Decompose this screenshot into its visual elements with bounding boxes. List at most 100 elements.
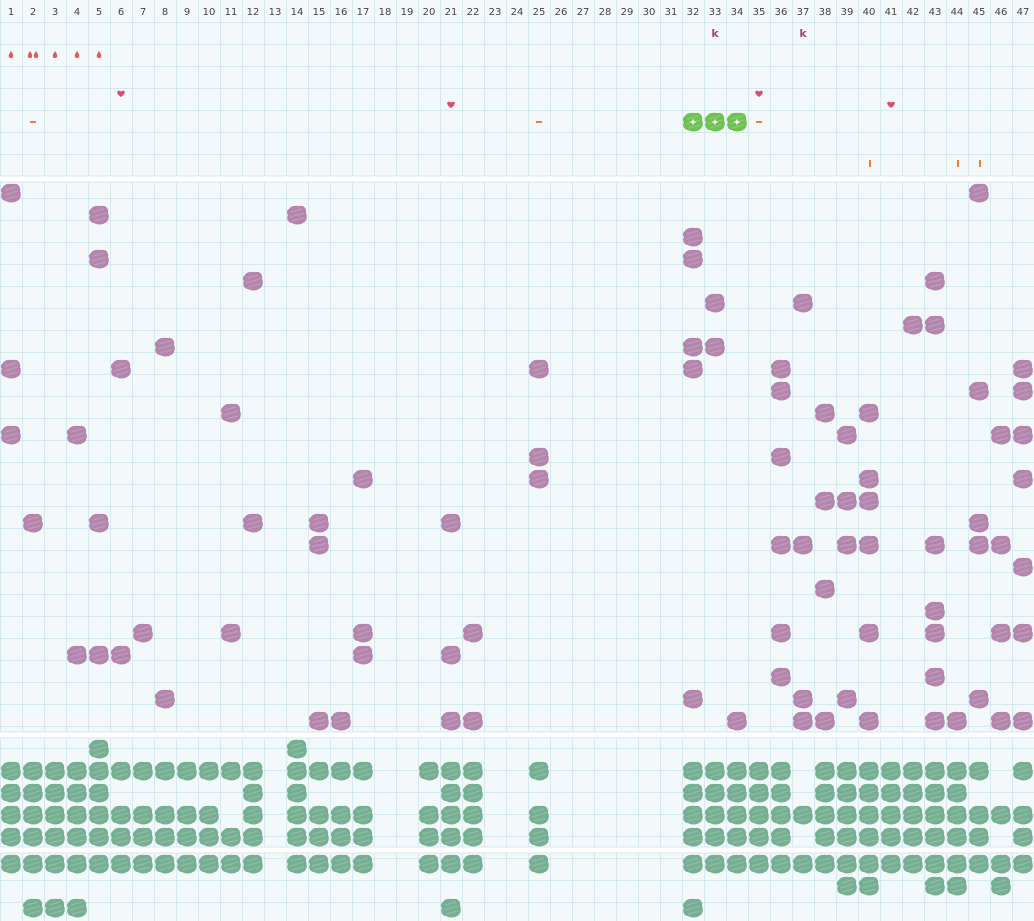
- purple-blob: [990, 535, 1011, 555]
- purple-blob: [220, 623, 241, 643]
- purple-blob: [132, 623, 153, 643]
- column-label: 32: [687, 7, 700, 18]
- green-blob: [968, 827, 989, 847]
- purple-blob: [968, 513, 989, 533]
- purple-blob: [110, 645, 131, 665]
- purple-blob: [528, 447, 549, 467]
- green-blob: [792, 805, 813, 825]
- purple-blob: [308, 711, 329, 731]
- purple-blob: [88, 645, 109, 665]
- purple-blob: [924, 601, 945, 621]
- green-blob: [682, 783, 703, 803]
- green-blob: [858, 827, 879, 847]
- column-label: 16: [335, 7, 348, 18]
- purple-blob: [990, 425, 1011, 445]
- green-blob: [286, 739, 307, 759]
- column-label: 4: [74, 7, 80, 18]
- green-blob: [110, 805, 131, 825]
- purple-blob: [924, 535, 945, 555]
- green-blob: [836, 827, 857, 847]
- green-blob: [902, 854, 923, 874]
- green-blob: [330, 827, 351, 847]
- green-blob: [88, 854, 109, 874]
- green-blob: [682, 898, 703, 918]
- green-blob: [704, 783, 725, 803]
- green-blob: [352, 827, 373, 847]
- highlight-blob: [726, 112, 747, 132]
- green-blob: [836, 761, 857, 781]
- purple-blob: [352, 645, 373, 665]
- purple-blob: [792, 711, 813, 731]
- column-label: 35: [753, 7, 766, 18]
- green-blob: [154, 805, 175, 825]
- green-blob: [924, 854, 945, 874]
- green-blob: [990, 876, 1011, 896]
- purple-blob: [770, 381, 791, 401]
- green-blob: [704, 805, 725, 825]
- green-blob: [22, 854, 43, 874]
- column-label: 15: [313, 7, 326, 18]
- purple-blob: [968, 689, 989, 709]
- green-blob: [0, 805, 21, 825]
- purple-blob: [792, 535, 813, 555]
- column-label: 12: [247, 7, 260, 18]
- purple-blob: [924, 623, 945, 643]
- purple-blob: [66, 425, 87, 445]
- green-blob: [66, 783, 87, 803]
- column-label: 29: [621, 7, 634, 18]
- green-blob: [220, 854, 241, 874]
- green-blob: [946, 876, 967, 896]
- purple-blob: [792, 293, 813, 313]
- green-blob: [946, 805, 967, 825]
- green-blob: [308, 854, 329, 874]
- green-blob: [330, 761, 351, 781]
- green-blob: [814, 805, 835, 825]
- green-blob: [286, 827, 307, 847]
- green-blob: [44, 805, 65, 825]
- column-label: 46: [995, 7, 1008, 18]
- column-label: 37: [797, 7, 810, 18]
- green-blob: [88, 805, 109, 825]
- green-blob: [704, 854, 725, 874]
- purple-blob: [0, 359, 21, 379]
- purple-blob: [836, 425, 857, 445]
- green-blob: [308, 761, 329, 781]
- green-blob: [704, 827, 725, 847]
- green-blob: [154, 827, 175, 847]
- green-lane-b: [0, 854, 1033, 918]
- green-blob: [880, 854, 901, 874]
- green-blob: [748, 805, 769, 825]
- column-header: 1 2 3 4 5 6 7 8 9 10 11 12 13 14 15 16 17 18 19 20 21 22 23 24 2…: [8, 7, 1030, 18]
- green-blob: [242, 761, 263, 781]
- green-blob: [66, 805, 87, 825]
- green-blob: [286, 854, 307, 874]
- column-label: 24: [511, 7, 524, 18]
- column-label: 19: [401, 7, 414, 18]
- green-blob: [22, 761, 43, 781]
- green-blob: [220, 827, 241, 847]
- green-blob: [286, 805, 307, 825]
- drop-icon: [96, 51, 102, 58]
- green-blob: [858, 876, 879, 896]
- green-blob: [528, 805, 549, 825]
- purple-blob: [22, 513, 43, 533]
- green-blob: [352, 854, 373, 874]
- lane-separator: [0, 176, 1034, 182]
- purple-blob: [440, 711, 461, 731]
- green-blob: [198, 827, 219, 847]
- green-blob: [440, 805, 461, 825]
- purple-blob: [902, 315, 923, 335]
- green-blob: [990, 805, 1011, 825]
- green-blob: [462, 805, 483, 825]
- purple-blob: [968, 381, 989, 401]
- green-blob: [924, 805, 945, 825]
- green-blob: [462, 761, 483, 781]
- green-blob: [22, 898, 43, 918]
- purple-blob: [858, 491, 879, 511]
- green-blob: [66, 761, 87, 781]
- green-blob: [198, 805, 219, 825]
- annotation-letter: k: [799, 27, 807, 40]
- green-blob: [110, 854, 131, 874]
- green-blob: [814, 761, 835, 781]
- column-label: 28: [599, 7, 612, 18]
